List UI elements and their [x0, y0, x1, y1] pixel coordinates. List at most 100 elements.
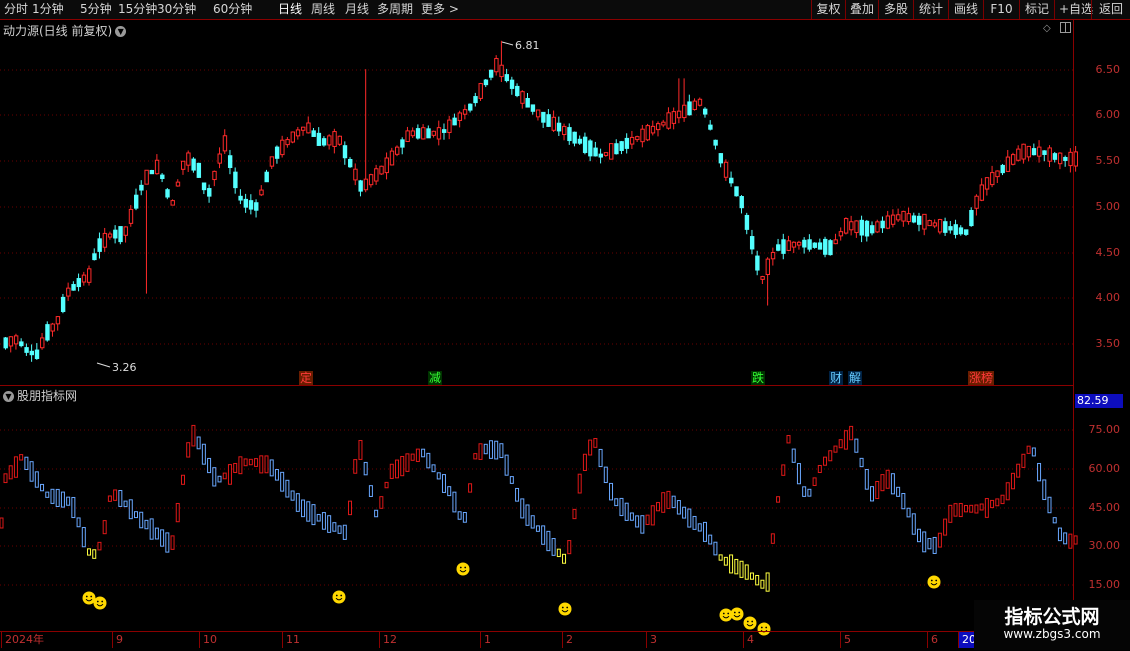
- oscillator-bar: [332, 522, 337, 532]
- candle-body: [50, 323, 55, 332]
- oscillator-bar: [990, 499, 995, 509]
- smiley-face: [456, 562, 470, 576]
- oscillator-bar: [243, 458, 248, 467]
- oscillator-bar: [128, 499, 133, 520]
- event-marker[interactable]: 跌: [751, 371, 766, 386]
- candle-body: [504, 74, 510, 82]
- candle-body: [415, 128, 421, 139]
- smiley-face: [730, 607, 744, 621]
- toolbar-button-6[interactable]: 标记: [1019, 0, 1054, 19]
- period-tab-4[interactable]: 30分钟: [157, 2, 197, 16]
- period-tab-9[interactable]: 多周期: [377, 2, 414, 16]
- toolbar-button-4[interactable]: 画线: [948, 0, 983, 19]
- oscillator-bar: [24, 456, 29, 470]
- event-marker[interactable]: 财: [829, 371, 844, 386]
- oscillator-bar: [541, 525, 546, 545]
- oscillator-bar: [666, 490, 671, 509]
- oscillator-bar: [358, 439, 363, 460]
- toolbar-button-0[interactable]: 复权: [811, 0, 845, 19]
- candle-body: [368, 174, 374, 186]
- oscillator-bar: [922, 531, 927, 553]
- smiley-mouth: [746, 623, 754, 627]
- oscillator-bar: [457, 511, 462, 520]
- candle-body: [969, 210, 974, 227]
- candle-body: [348, 158, 353, 168]
- oscillator-bar: [113, 489, 118, 501]
- oscillator-bar: [1031, 447, 1036, 457]
- chevron-down-icon[interactable]: ▼: [3, 391, 14, 402]
- event-marker[interactable]: 涨榜: [968, 371, 995, 386]
- oscillator-tick: 30.00: [1088, 539, 1121, 552]
- watermark-url: www.zbgs3.com: [1003, 627, 1101, 641]
- candle-body: [358, 180, 363, 192]
- candle-body: [321, 138, 327, 146]
- period-tab-5[interactable]: 60分钟: [213, 2, 253, 16]
- smiley-icon: [93, 596, 107, 610]
- toolbar-button-2[interactable]: 多股: [878, 0, 913, 19]
- oscillator-bar: [384, 481, 389, 489]
- event-marker[interactable]: 定: [299, 371, 314, 386]
- toolbar-button-5[interactable]: F10: [983, 0, 1019, 19]
- toolbar-button-8[interactable]: 返回: [1091, 0, 1130, 19]
- event-marker[interactable]: 解: [848, 371, 863, 386]
- oscillator-bars: [3, 424, 1078, 592]
- candle-body: [582, 136, 588, 153]
- smiley-icon: [743, 616, 757, 630]
- oscillator-bar: [603, 466, 608, 484]
- oscillator-bar: [353, 459, 358, 474]
- candle-body: [645, 125, 650, 141]
- window-icon[interactable]: [1060, 22, 1071, 33]
- smiley-icon: [82, 591, 96, 605]
- date-label: 3: [646, 632, 657, 648]
- period-tab-1[interactable]: 1分钟: [32, 2, 64, 16]
- oscillator-bar: [238, 456, 243, 475]
- smiley-face: [743, 616, 757, 630]
- oscillator-bar: [395, 459, 399, 479]
- period-tab-0[interactable]: 分时: [4, 2, 29, 16]
- oscillator-bar: [160, 529, 165, 547]
- candle-body: [40, 337, 45, 349]
- candle-body: [1063, 156, 1068, 161]
- candle-body: [635, 136, 640, 141]
- candle-body: [1016, 148, 1021, 161]
- oscillator-bar: [1010, 472, 1015, 490]
- candle-body: [619, 141, 624, 151]
- oscillator-bar: [838, 439, 843, 449]
- oscillator-bar: [269, 459, 274, 477]
- toolbar-button-7[interactable]: +自选: [1054, 0, 1093, 19]
- candle-body: [128, 208, 134, 224]
- oscillator-bar: [713, 541, 718, 556]
- event-marker[interactable]: 减: [428, 371, 443, 386]
- price-tick: 5.50: [1095, 154, 1121, 167]
- date-label: 20: [958, 632, 976, 648]
- oscillator-bar: [186, 442, 191, 458]
- oscillator-bar: [739, 560, 744, 578]
- candle-body: [353, 168, 358, 181]
- period-tab-10[interactable]: 更多 >: [421, 2, 459, 16]
- oscillator-bar: [264, 455, 269, 474]
- candle-body: [943, 221, 948, 233]
- candle-body: [917, 215, 922, 225]
- period-tab-3[interactable]: 15分钟: [118, 2, 158, 16]
- date-label: 10: [199, 632, 217, 648]
- period-tab-6[interactable]: 日线: [278, 2, 303, 16]
- candle-body: [1021, 143, 1026, 160]
- smiley-face: [719, 608, 733, 622]
- period-tab-8[interactable]: 月线: [345, 2, 370, 16]
- toolbar-button-1[interactable]: 叠加: [845, 0, 878, 19]
- oscillator-bar: [661, 492, 666, 513]
- oscillator-bar: [149, 518, 154, 540]
- candle-body: [880, 220, 885, 229]
- oscillator-bar: [682, 506, 687, 519]
- candle-body: [254, 202, 259, 211]
- oscillator-bar: [441, 474, 446, 493]
- period-tab-7[interactable]: 周线: [311, 2, 336, 16]
- chevron-down-icon[interactable]: ▼: [115, 26, 127, 37]
- oscillator-bar: [327, 515, 332, 533]
- diamond-icon[interactable]: ◇: [1043, 23, 1051, 34]
- candle-body: [118, 226, 123, 243]
- period-tab-2[interactable]: 5分钟: [80, 2, 112, 16]
- toolbar-button-3[interactable]: 统计: [913, 0, 948, 19]
- oscillator-bar: [556, 548, 561, 558]
- oscillator-bar: [614, 498, 619, 507]
